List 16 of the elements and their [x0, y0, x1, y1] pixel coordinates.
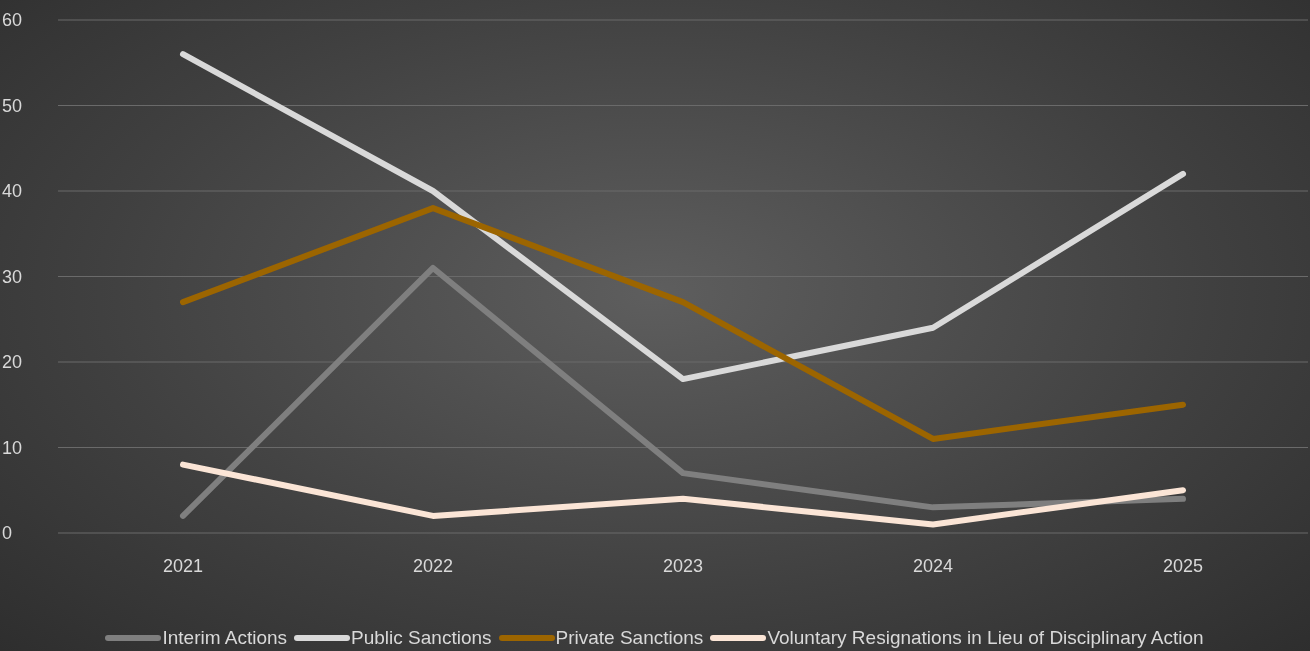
y-tick-label: 0	[2, 523, 13, 544]
x-tick-label: 2022	[412, 555, 454, 576]
y-tick-label: 60	[2, 10, 23, 31]
legend-label: Public Sanctions	[350, 627, 492, 649]
y-tick-label: 50	[2, 95, 23, 116]
y-tick-label: 20	[2, 352, 23, 373]
y-tick-label: 30	[2, 266, 23, 287]
legend-label: Voluntary Resignations in Lieu of Disciplinary Action	[766, 627, 1204, 649]
x-tick-label: 2021	[162, 555, 204, 576]
x-tick-label: 2024	[912, 555, 954, 576]
legend-label: Interim Actions	[161, 627, 288, 649]
x-tick-label: 2025	[1162, 555, 1204, 576]
y-tick-label: 40	[2, 181, 23, 202]
legend-label: Private Sanctions	[554, 627, 704, 649]
x-tick-label: 2023	[662, 555, 704, 576]
y-tick-label: 10	[2, 437, 23, 458]
